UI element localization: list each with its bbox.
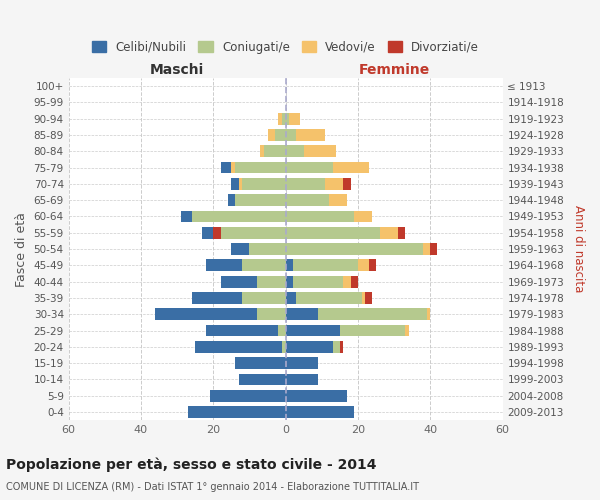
Bar (232, 162, 235, 173)
Bar (329, 194, 347, 206)
Bar (293, 276, 343, 287)
Bar (343, 178, 350, 190)
Bar (282, 113, 286, 124)
Bar (286, 406, 355, 418)
Bar (365, 292, 373, 304)
Bar (250, 243, 286, 255)
Bar (332, 341, 340, 352)
Bar (209, 390, 286, 402)
Bar (235, 357, 286, 369)
Bar (286, 227, 380, 238)
Bar (318, 308, 427, 320)
Bar (286, 390, 347, 402)
Bar (278, 113, 282, 124)
Bar (232, 178, 239, 190)
Bar (235, 194, 286, 206)
Bar (239, 178, 242, 190)
Bar (340, 341, 343, 352)
Bar (355, 210, 373, 222)
Bar (213, 227, 221, 238)
Bar (221, 227, 286, 238)
Bar (235, 162, 286, 173)
Bar (427, 308, 430, 320)
Bar (380, 227, 398, 238)
Bar (260, 146, 264, 157)
Bar (296, 292, 362, 304)
Bar (398, 227, 405, 238)
Bar (362, 292, 365, 304)
Bar (332, 162, 369, 173)
Bar (286, 292, 296, 304)
Bar (232, 243, 250, 255)
Bar (221, 276, 257, 287)
Bar (423, 243, 430, 255)
Bar (221, 162, 232, 173)
Bar (358, 260, 369, 271)
Bar (188, 406, 286, 418)
Bar (191, 210, 286, 222)
Bar (257, 308, 286, 320)
Bar (296, 129, 325, 141)
Text: Maschi: Maschi (150, 63, 204, 77)
Bar (293, 260, 358, 271)
Bar (286, 178, 325, 190)
Bar (195, 341, 282, 352)
Bar (304, 146, 336, 157)
Bar (268, 129, 275, 141)
Bar (242, 260, 286, 271)
Bar (325, 178, 343, 190)
Bar (181, 210, 191, 222)
Bar (286, 243, 423, 255)
Bar (206, 260, 242, 271)
Bar (286, 276, 293, 287)
Bar (282, 341, 286, 352)
Legend: Celibi/Nubili, Coniugati/e, Vedovi/e, Divorziati/e: Celibi/Nubili, Coniugati/e, Vedovi/e, Di… (87, 36, 484, 59)
Bar (286, 129, 296, 141)
Bar (286, 194, 329, 206)
Bar (286, 357, 318, 369)
Bar (242, 178, 286, 190)
Bar (286, 162, 332, 173)
Text: COMUNE DI LICENZA (RM) - Dati ISTAT 1° gennaio 2014 - Elaborazione TUTTITALIA.IT: COMUNE DI LICENZA (RM) - Dati ISTAT 1° g… (6, 482, 419, 492)
Text: Popolazione per età, sesso e stato civile - 2014: Popolazione per età, sesso e stato civil… (6, 458, 377, 472)
Bar (340, 324, 405, 336)
Bar (405, 324, 409, 336)
Bar (369, 260, 376, 271)
Bar (242, 292, 286, 304)
Bar (202, 227, 213, 238)
Y-axis label: Fasce di età: Fasce di età (15, 212, 28, 286)
Bar (239, 374, 286, 386)
Y-axis label: Anni di nascita: Anni di nascita (572, 206, 585, 293)
Bar (343, 276, 350, 287)
Bar (286, 260, 293, 271)
Bar (286, 146, 304, 157)
Bar (257, 276, 286, 287)
Bar (289, 113, 300, 124)
Bar (430, 243, 437, 255)
Bar (286, 113, 289, 124)
Bar (206, 324, 278, 336)
Bar (286, 324, 340, 336)
Bar (278, 324, 286, 336)
Bar (155, 308, 257, 320)
Bar (264, 146, 286, 157)
Bar (286, 308, 318, 320)
Bar (286, 374, 318, 386)
Bar (228, 194, 235, 206)
Bar (191, 292, 242, 304)
Bar (275, 129, 286, 141)
Text: Femmine: Femmine (358, 63, 430, 77)
Bar (286, 341, 332, 352)
Bar (350, 276, 358, 287)
Bar (286, 210, 355, 222)
